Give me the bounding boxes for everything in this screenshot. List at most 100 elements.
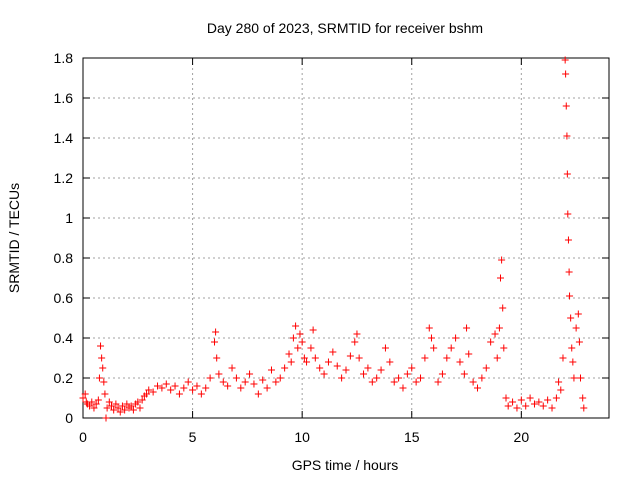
data-point — [212, 328, 220, 336]
data-point — [292, 322, 300, 330]
data-point — [493, 354, 501, 362]
x-tick-label: 15 — [404, 429, 420, 445]
data-point — [294, 344, 302, 352]
data-point — [287, 358, 295, 366]
data-point — [430, 344, 438, 352]
data-point — [566, 292, 574, 300]
data-point — [99, 364, 107, 372]
data-point — [180, 384, 188, 392]
data-point — [307, 344, 315, 352]
data-point — [88, 398, 96, 406]
data-point — [564, 210, 572, 218]
data-point — [98, 354, 106, 362]
data-point — [567, 314, 575, 322]
data-point — [171, 382, 179, 390]
data-point — [355, 354, 363, 362]
data-point — [237, 384, 245, 392]
data-point — [116, 408, 124, 416]
plot-frame — [82, 57, 610, 419]
data-point — [557, 386, 565, 394]
data-point — [561, 56, 569, 64]
data-point — [303, 358, 311, 366]
data-point — [502, 394, 510, 402]
y-tick-label: 1.8 — [54, 50, 74, 66]
y-tick-label: 0.2 — [54, 370, 74, 386]
y-tick-label: 1.4 — [54, 130, 74, 146]
data-point — [360, 370, 368, 378]
data-point — [381, 344, 389, 352]
data-point — [213, 354, 221, 362]
data-point — [548, 404, 556, 412]
data-point — [421, 354, 429, 362]
data-point — [232, 374, 240, 382]
data-point — [324, 358, 332, 366]
data-point — [568, 344, 576, 352]
data-point — [452, 334, 460, 342]
data-point — [136, 404, 144, 412]
data-point — [497, 274, 505, 282]
data-point — [474, 384, 481, 392]
data-point — [102, 414, 110, 422]
data-point — [254, 390, 262, 398]
data-point — [110, 406, 118, 414]
y-axis-label: SRMTID / TECUs — [6, 183, 22, 293]
data-point — [562, 70, 570, 78]
data-point — [145, 386, 153, 394]
data-point — [246, 370, 254, 378]
data-point — [112, 400, 120, 408]
data-point — [309, 326, 317, 334]
data-point — [373, 374, 381, 382]
x-tick-label: 20 — [514, 429, 530, 445]
data-point — [570, 374, 578, 382]
data-point — [403, 370, 411, 378]
data-point — [555, 378, 563, 386]
data-point — [211, 338, 218, 346]
data-point — [408, 364, 416, 372]
data-point — [100, 378, 108, 386]
data-point — [219, 378, 227, 386]
x-tick-label: 0 — [79, 429, 87, 445]
data-point — [417, 374, 425, 382]
data-point — [127, 402, 135, 410]
data-point — [563, 132, 571, 140]
data-point — [289, 334, 297, 342]
data-point — [158, 384, 166, 392]
data-point — [353, 330, 361, 338]
data-point — [105, 398, 113, 406]
data-point — [333, 362, 341, 370]
data-point — [311, 354, 319, 362]
data-point — [320, 370, 328, 378]
data-point — [272, 378, 280, 386]
data-point — [580, 404, 588, 412]
data-point — [399, 384, 407, 392]
data-point — [577, 374, 585, 382]
data-point — [498, 256, 506, 264]
data-point — [86, 402, 94, 410]
data-point — [499, 304, 507, 312]
data-point — [513, 404, 521, 412]
data-point — [224, 382, 232, 390]
y-tick-label: 1 — [65, 210, 73, 226]
data-point — [564, 236, 572, 244]
data-point — [386, 358, 394, 366]
data-point — [316, 364, 324, 372]
data-point — [285, 350, 293, 358]
data-point — [504, 402, 512, 410]
data-point — [460, 370, 468, 378]
chart-title: Day 280 of 2023, SRMTID for receiver bsh… — [207, 20, 483, 36]
data-point — [438, 370, 446, 378]
data-point — [197, 390, 205, 398]
data-point — [544, 396, 552, 404]
data-point — [138, 396, 146, 404]
points-layer — [79, 56, 588, 422]
data-point — [167, 386, 175, 394]
data-point — [563, 170, 571, 178]
data-point — [175, 390, 183, 398]
data-point — [215, 370, 223, 378]
data-point — [463, 324, 471, 332]
data-point — [574, 310, 582, 318]
data-point — [79, 394, 87, 402]
data-point — [559, 354, 567, 362]
